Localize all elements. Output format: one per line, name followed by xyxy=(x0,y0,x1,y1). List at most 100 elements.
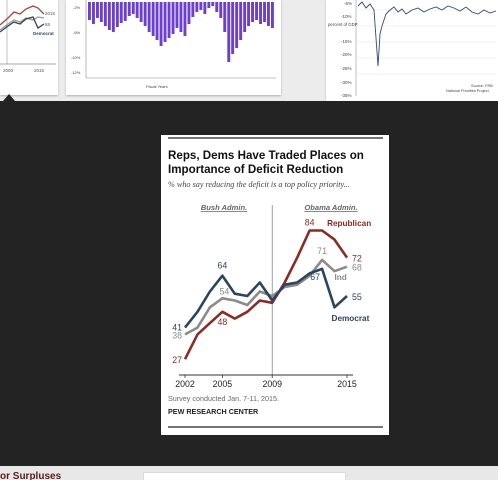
thumb-bar xyxy=(147,2,151,32)
thumb-bar xyxy=(259,2,262,24)
x-tick-label: 2009 xyxy=(262,379,282,389)
thumb-a-label: 2015 xyxy=(34,68,45,73)
thumbnail-deficit-bars[interactable]: -2% -6% -10% -12% Fiscal Years xyxy=(66,0,281,95)
thumb-c-ytitle: percent of GDP xyxy=(328,22,358,27)
thumb-bar xyxy=(223,2,227,32)
chart-subtitle: % who say reducing the deficit is a top … xyxy=(168,180,350,189)
thumb-bar xyxy=(187,2,191,24)
chart-title-line1: Reps, Dems Have Traded Places on xyxy=(168,149,364,162)
thumb-bar xyxy=(183,2,187,36)
thumb-bar xyxy=(207,2,211,8)
thumb-bar xyxy=(159,2,163,46)
thumb-bar xyxy=(139,2,143,22)
thumb-bar xyxy=(203,2,207,14)
thumb-bar xyxy=(92,2,95,24)
thumb-c-ytick: -35% xyxy=(341,93,352,98)
data-label: 68 xyxy=(352,263,362,273)
series-label-republican: Republican xyxy=(327,219,371,228)
data-label: 84 xyxy=(305,218,315,228)
data-label: 55 xyxy=(352,292,362,302)
thumb-c-ytick: -5% xyxy=(344,1,352,6)
thumb-bar xyxy=(175,2,179,28)
thumb-bar xyxy=(99,2,103,22)
x-tick-label: 2005 xyxy=(213,379,233,389)
series-label-ind: Ind xyxy=(335,273,347,282)
thumb-bar xyxy=(247,2,250,26)
thumb-a-label: 2015 xyxy=(45,11,56,16)
thumb-bar xyxy=(163,2,167,42)
thumb-bar xyxy=(179,2,183,32)
thumb-bar xyxy=(239,2,243,40)
preview-image-card[interactable]: Reps, Dems Have Traded Places on Importa… xyxy=(161,135,389,435)
thumb-a-label: 55 xyxy=(45,22,51,27)
data-label: 67 xyxy=(310,272,320,282)
thumb-b-ytick: -12% xyxy=(71,70,81,75)
thumb-bar xyxy=(171,2,175,34)
x-tick-label: 2015 xyxy=(337,379,357,389)
era-label-bush: Bush Admin. xyxy=(201,203,248,212)
survey-note: Survey conducted Jan. 7-11, 2015. xyxy=(168,394,279,403)
thumb-bar xyxy=(263,2,266,22)
thumb-bar xyxy=(115,2,119,27)
data-label: 27 xyxy=(172,355,182,365)
data-label: 54 xyxy=(219,286,229,296)
era-label-obama: Obama Admin. xyxy=(304,203,357,212)
related-images-bottom-strip: or Surpluses xyxy=(0,466,498,480)
thumb-c-source: National Priorities Project xyxy=(446,89,490,93)
data-label: 71 xyxy=(317,246,327,256)
thumb-bar xyxy=(243,2,247,32)
thumb-bar xyxy=(199,2,203,10)
thumb-bar xyxy=(267,2,270,26)
thumb-bar xyxy=(167,2,171,38)
thumb-bar xyxy=(235,2,239,48)
thumb-bar xyxy=(151,2,155,36)
source-label: PEW RESEARCH CENTER xyxy=(168,407,259,416)
data-label: 38 xyxy=(172,330,182,340)
thumb-b-ytick: -6% xyxy=(73,30,81,35)
thumb-bar xyxy=(103,2,107,26)
thumb-bar xyxy=(119,2,123,23)
series-line-democrat xyxy=(183,267,348,329)
thumb-c-ytick: -10% xyxy=(341,14,352,19)
related-image-card[interactable] xyxy=(143,472,346,480)
data-label: 41 xyxy=(172,323,182,333)
thumb-bar xyxy=(219,2,223,18)
thumb-bar xyxy=(251,2,254,22)
thumb-bar xyxy=(111,2,115,32)
thumb-a-label: 2000 xyxy=(3,68,14,73)
thumb-b-ytick: -2% xyxy=(73,5,81,10)
thumbnail-gdp-chart[interactable]: -5% -10% percent of GDP -15% -20% -25% -… xyxy=(326,0,498,101)
thumb-bar xyxy=(96,2,99,18)
thumb-c-ytick: -15% xyxy=(341,39,352,44)
thumb-bar xyxy=(135,2,139,18)
thumb-bar xyxy=(123,2,127,21)
thumb-b-footer: Fiscal Years xyxy=(146,84,168,89)
thumb-c-ytick: -30% xyxy=(341,80,352,85)
data-label: 48 xyxy=(217,317,227,327)
thumb-bar xyxy=(143,2,147,26)
thumb-bar xyxy=(191,2,195,17)
thumb-bar xyxy=(195,2,199,12)
thumb-bar xyxy=(107,2,111,30)
data-label: 64 xyxy=(217,261,227,271)
thumb-bar xyxy=(155,2,159,40)
thumb-c-source: Source: FRB xyxy=(471,84,493,88)
series-label-democrat: Democrat xyxy=(332,314,370,323)
x-tick-label: 2002 xyxy=(175,379,195,389)
thumb-bar xyxy=(127,2,131,16)
thumb-c-ytick: -25% xyxy=(341,66,352,71)
thumbnail-party-chart[interactable]: 2015 55 Democrat 2000 2015 xyxy=(0,0,58,95)
series-line-republican xyxy=(183,229,349,360)
related-image-title[interactable]: or Surpluses xyxy=(0,471,62,480)
thumb-bar xyxy=(255,2,258,20)
thumb-b-ytick: -10% xyxy=(71,55,81,60)
chart-title-line2: Importance of Deficit Reduction xyxy=(168,163,343,176)
thumb-bar xyxy=(131,2,135,14)
preview-pointer-arrow xyxy=(3,94,15,101)
thumb-bar xyxy=(88,2,91,20)
data-label: 72 xyxy=(352,254,362,264)
thumb-bar xyxy=(271,2,274,28)
thumb-bar xyxy=(215,2,219,12)
related-images-strip: 2015 55 Democrat 2000 2015 -2% -6% -10% … xyxy=(0,0,498,101)
